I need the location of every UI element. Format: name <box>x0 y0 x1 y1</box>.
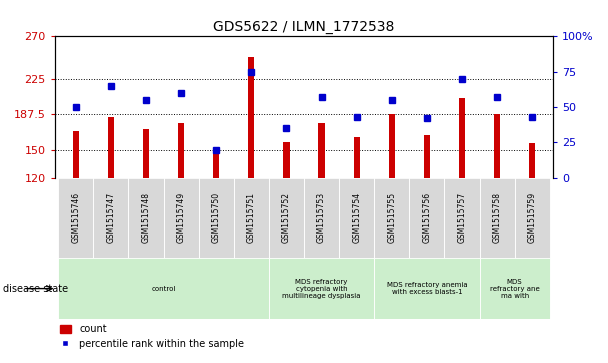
Title: GDS5622 / ILMN_1772538: GDS5622 / ILMN_1772538 <box>213 20 395 34</box>
Bar <box>269 258 374 319</box>
Bar <box>128 178 164 258</box>
Bar <box>234 178 269 258</box>
Bar <box>480 258 550 319</box>
Text: GSM1515748: GSM1515748 <box>142 192 151 243</box>
Bar <box>424 135 430 178</box>
Bar <box>374 258 480 319</box>
Text: GSM1515757: GSM1515757 <box>457 192 466 243</box>
Bar <box>514 178 550 258</box>
Text: disease state: disease state <box>3 284 68 294</box>
Bar <box>248 57 255 178</box>
Text: MDS
refractory ane
ma with: MDS refractory ane ma with <box>490 278 539 299</box>
Bar <box>58 258 269 319</box>
Text: GSM1515753: GSM1515753 <box>317 192 326 243</box>
Text: GSM1515752: GSM1515752 <box>282 192 291 243</box>
Text: GSM1515750: GSM1515750 <box>212 192 221 243</box>
Text: GSM1515759: GSM1515759 <box>528 192 537 243</box>
Bar <box>72 131 79 178</box>
Bar <box>304 178 339 258</box>
Text: GSM1515756: GSM1515756 <box>423 192 432 243</box>
Text: GSM1515754: GSM1515754 <box>352 192 361 243</box>
Text: GSM1515749: GSM1515749 <box>176 192 185 243</box>
Text: GSM1515747: GSM1515747 <box>106 192 116 243</box>
Bar <box>94 178 128 258</box>
Bar <box>108 117 114 178</box>
Bar <box>143 129 149 178</box>
Bar <box>283 142 289 178</box>
Text: control: control <box>151 286 176 291</box>
Bar <box>58 178 94 258</box>
Text: GSM1515758: GSM1515758 <box>492 192 502 243</box>
Text: GSM1515755: GSM1515755 <box>387 192 396 243</box>
Bar <box>389 114 395 178</box>
Bar <box>529 143 536 178</box>
Bar <box>339 178 374 258</box>
Bar <box>178 123 184 178</box>
Bar <box>164 178 199 258</box>
Text: GSM1515751: GSM1515751 <box>247 192 256 243</box>
Bar <box>213 150 219 178</box>
Bar <box>374 178 409 258</box>
Bar <box>480 178 514 258</box>
Bar <box>353 137 360 178</box>
Bar <box>459 98 465 178</box>
Text: MDS refractory
cytopenia with
multilineage dysplasia: MDS refractory cytopenia with multilinea… <box>282 278 361 299</box>
Bar <box>319 123 325 178</box>
Bar <box>494 114 500 178</box>
Text: MDS refractory anemia
with excess blasts-1: MDS refractory anemia with excess blasts… <box>387 282 467 295</box>
Bar <box>444 178 480 258</box>
Bar <box>409 178 444 258</box>
Bar <box>269 178 304 258</box>
Legend: count, percentile rank within the sample: count, percentile rank within the sample <box>60 324 244 349</box>
Text: GSM1515746: GSM1515746 <box>71 192 80 243</box>
Bar <box>199 178 234 258</box>
